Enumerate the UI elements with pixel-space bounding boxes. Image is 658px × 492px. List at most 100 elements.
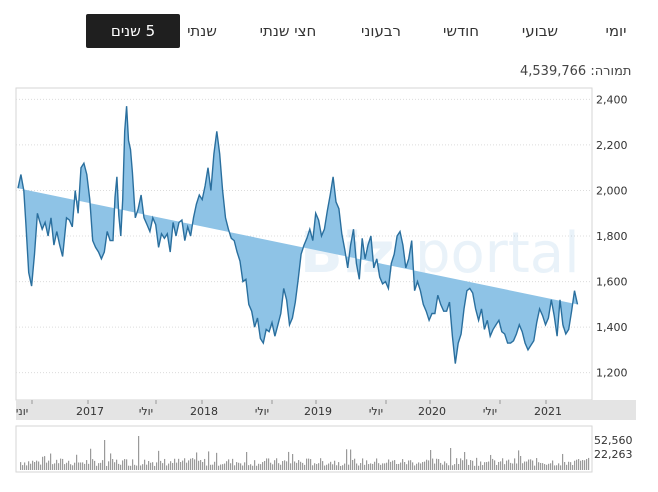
volume-bar bbox=[452, 465, 454, 470]
volume-bar bbox=[472, 460, 474, 470]
volume-bar bbox=[128, 465, 130, 470]
volume-bar bbox=[412, 462, 414, 470]
tab-quarterly[interactable]: רבעוני bbox=[361, 22, 401, 40]
volume-bar bbox=[234, 465, 236, 470]
x-tick-label: יולי bbox=[369, 405, 383, 418]
volume-bar bbox=[566, 464, 568, 470]
volume-bar bbox=[552, 460, 554, 470]
volume-bar bbox=[108, 461, 110, 470]
volume-bar bbox=[306, 458, 308, 470]
tab-5-years[interactable]: 5 שנים bbox=[86, 14, 180, 48]
volume-bar bbox=[358, 465, 360, 470]
volume-bar bbox=[256, 465, 258, 470]
volume-bar bbox=[60, 458, 62, 470]
volume-bar bbox=[382, 463, 384, 470]
volume-bar bbox=[246, 452, 248, 470]
chart-gridlines bbox=[16, 98, 592, 374]
volume-bar bbox=[510, 462, 512, 470]
volume-bar bbox=[320, 458, 322, 470]
volume-bar bbox=[222, 464, 224, 470]
volume-bar bbox=[380, 464, 382, 470]
x-axis-band bbox=[16, 400, 636, 420]
tab-yearly[interactable]: שנתי bbox=[187, 22, 217, 40]
volume-bar bbox=[206, 465, 208, 470]
volume-bar bbox=[302, 462, 304, 470]
y-tick-label: 1,800 bbox=[596, 230, 628, 243]
x-tick-label: יולי bbox=[483, 405, 497, 418]
volume-bar bbox=[288, 451, 290, 470]
volume-bar bbox=[454, 464, 456, 470]
volume-bar bbox=[548, 463, 550, 470]
volume-bar bbox=[134, 464, 136, 470]
volume-bar bbox=[376, 458, 378, 470]
period-tabs: יומי שבועי חודשי רבעוני חצי שנתי שנתי 5 … bbox=[0, 14, 658, 48]
tab-weekly[interactable]: שבועי bbox=[521, 22, 559, 40]
volume-bar bbox=[498, 461, 500, 470]
volume-bar bbox=[522, 463, 524, 470]
volume-bar bbox=[484, 462, 486, 470]
volume-bar bbox=[124, 459, 126, 470]
volume-bar bbox=[216, 452, 218, 470]
volume-bar bbox=[512, 463, 514, 470]
volume-bar bbox=[404, 462, 406, 470]
volume-bar bbox=[348, 464, 350, 470]
volume-bar bbox=[450, 448, 452, 470]
volume-bar bbox=[94, 460, 96, 470]
volume-bar bbox=[144, 459, 146, 470]
volume-tick-label: 52,560 bbox=[594, 434, 633, 447]
volume-bar bbox=[30, 463, 32, 470]
volume-bar bbox=[362, 458, 364, 470]
volume-bar bbox=[190, 458, 192, 470]
volume-bar bbox=[428, 460, 430, 470]
volume-bar bbox=[458, 464, 460, 470]
tab-half-year[interactable]: חצי שנתי bbox=[259, 22, 317, 40]
volume-bar bbox=[564, 461, 566, 470]
volume-bar bbox=[330, 461, 332, 470]
y-tick-label: 1,400 bbox=[596, 321, 628, 334]
volume-bar bbox=[474, 465, 476, 470]
volume-value: 4,539,766 bbox=[520, 64, 587, 79]
svg-text:portal: portal bbox=[415, 221, 580, 286]
volume-bar bbox=[392, 460, 394, 470]
volume-bar bbox=[518, 450, 520, 470]
volume-bar bbox=[110, 453, 112, 470]
volume-bar bbox=[446, 463, 448, 470]
volume-bar bbox=[52, 464, 54, 470]
volume-bar bbox=[538, 462, 540, 470]
volume-bar bbox=[296, 462, 298, 470]
volume-bar bbox=[188, 460, 190, 470]
volume-bar bbox=[364, 464, 366, 470]
volume-bar bbox=[514, 458, 516, 470]
volume-bar bbox=[154, 465, 156, 470]
volume-bar bbox=[48, 460, 50, 470]
volume-bar bbox=[104, 440, 106, 470]
volume-bar bbox=[38, 461, 40, 470]
volume-bar bbox=[572, 465, 574, 470]
volume-bar bbox=[540, 462, 542, 470]
tab-daily[interactable]: יומי bbox=[605, 22, 627, 40]
volume-bar bbox=[448, 465, 450, 470]
volume-bar bbox=[32, 460, 34, 470]
x-tick-label: 2019 bbox=[304, 405, 332, 418]
y-tick-label: 2,400 bbox=[596, 93, 628, 106]
volume-bar bbox=[100, 462, 102, 470]
volume-bar bbox=[488, 461, 490, 470]
volume-bar bbox=[214, 461, 216, 470]
volume-bar bbox=[192, 458, 194, 470]
volume-bar bbox=[354, 458, 356, 470]
volume-bar bbox=[372, 463, 374, 470]
volume-bar bbox=[478, 465, 480, 470]
volume-bar bbox=[318, 463, 320, 470]
tab-monthly[interactable]: חודשי bbox=[442, 22, 480, 40]
volume-bar bbox=[64, 464, 66, 470]
volume-bar bbox=[292, 454, 294, 470]
volume-bar bbox=[346, 449, 348, 470]
volume-bar bbox=[50, 453, 52, 470]
volume-bar bbox=[114, 462, 116, 470]
volume-bar bbox=[78, 462, 80, 470]
volume-bar bbox=[172, 462, 174, 470]
volume-bar bbox=[570, 462, 572, 470]
volume-bar bbox=[160, 460, 162, 470]
volume-bar bbox=[460, 458, 462, 470]
volume-bar bbox=[252, 465, 254, 470]
